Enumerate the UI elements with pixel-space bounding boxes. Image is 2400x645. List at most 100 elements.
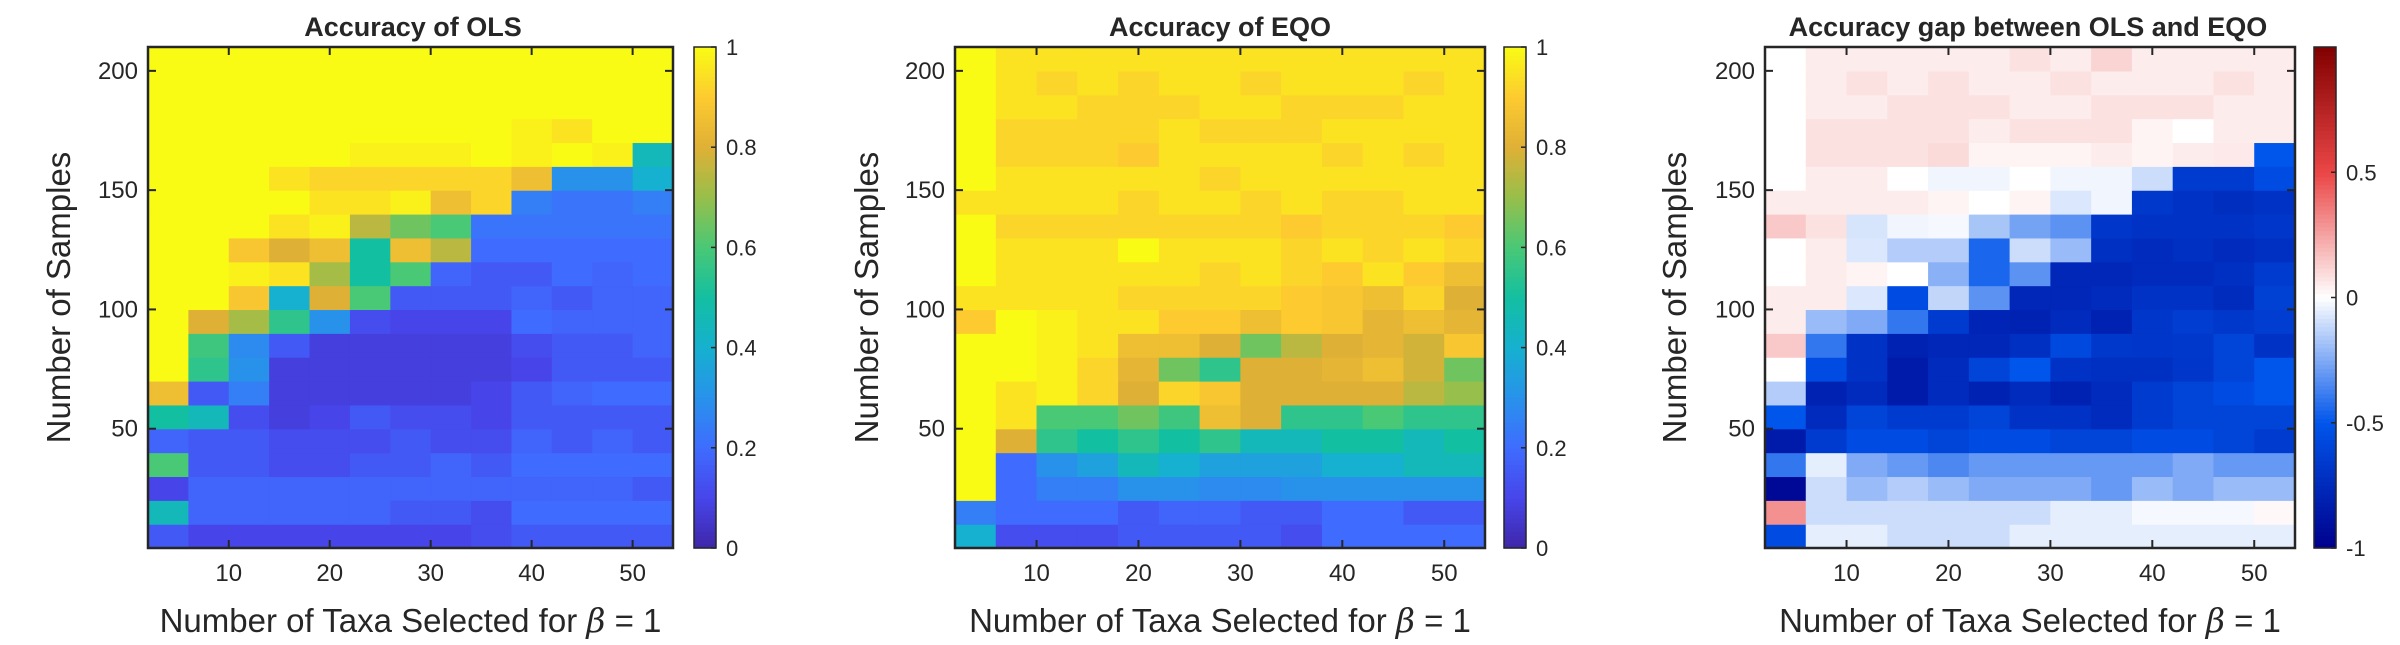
y-tick-label-ols: 50	[111, 416, 138, 443]
heatmap-cell-ols	[511, 70, 553, 96]
colorbar-segment-ols	[694, 284, 716, 290]
heatmap-cell-ols	[309, 404, 351, 430]
heatmap-cell-ols	[188, 214, 230, 239]
heatmap-cell-eqo	[1362, 261, 1405, 287]
heatmap-cell-ols	[228, 166, 270, 191]
colorbar-segment-eqo	[1504, 502, 1526, 507]
colorbar-segment-ols	[694, 397, 716, 403]
heatmap-cell-gap	[2131, 190, 2174, 215]
heatmap-cell-ols	[632, 404, 674, 430]
colorbar-segment-eqo	[1504, 414, 1526, 420]
heatmap-cell-eqo	[1199, 428, 1241, 454]
heatmap-cell-gap	[1765, 381, 1807, 406]
heatmap-cell-ols	[632, 237, 674, 263]
heatmap-cell-gap	[2050, 476, 2092, 501]
heatmap-cell-gap	[2050, 237, 2092, 263]
heatmap-cell-eqo	[1158, 476, 1201, 501]
colorbar-segment-gap	[2314, 172, 2336, 178]
heatmap-cell-eqo	[1362, 166, 1405, 191]
heatmap-cell-gap	[1928, 190, 1970, 215]
heatmap-cell-eqo	[1281, 94, 1323, 120]
heatmap-cell-ols	[592, 428, 634, 454]
colorbar-segment-eqo	[1504, 63, 1526, 69]
colorbar-segment-gap	[2314, 364, 2336, 370]
heatmap-cell-eqo	[1403, 309, 1445, 334]
x-axis-label-gap: Number of Taxa Selected for β = 1	[1779, 601, 2281, 640]
y-ticks-gap: 50 100 150 200	[1715, 58, 2295, 443]
colorbar-segment-ols	[694, 322, 716, 328]
heatmap-cell-ols	[592, 70, 634, 96]
heatmap-cell-gap	[2172, 285, 2215, 311]
colorbar-segment-gap	[2314, 230, 2336, 236]
colorbar-segment-eqo	[1504, 360, 1526, 365]
colorbar-segment-eqo	[1504, 47, 1526, 52]
heatmap-cell-gap	[2009, 142, 2051, 167]
heatmap-cell-eqo	[995, 357, 1038, 382]
heatmap-cell-ols	[228, 404, 270, 430]
heatmap-cell-ols	[309, 166, 351, 191]
heatmap-cell-gap	[1968, 47, 2011, 72]
heatmap-cell-gap	[2050, 404, 2092, 430]
heatmap-cell-gap	[2254, 404, 2296, 430]
heatmap-cell-eqo	[1321, 261, 1364, 287]
colorbar-segment-gap	[2314, 84, 2336, 90]
x-axis-label-suffix-gap: = 1	[2234, 602, 2281, 639]
heatmap-cell-ols	[592, 47, 634, 72]
colorbar-segment-gap	[2314, 497, 2336, 503]
heatmap-cell-gap	[1846, 261, 1888, 287]
x-tick-label-ols: 30	[417, 560, 444, 587]
heatmap-cell-ols	[269, 452, 311, 478]
heatmap-cell-gap	[2213, 452, 2255, 478]
colorbar-segment-ols	[694, 276, 716, 282]
colorbar-segment-eqo	[1504, 138, 1526, 144]
heatmap-cell-ols	[551, 333, 593, 358]
heatmap-cell-ols	[349, 309, 391, 334]
heatmap-cell-ols	[632, 476, 674, 501]
heatmap-cell-eqo	[1158, 309, 1201, 334]
heatmap-cell-ols	[390, 452, 432, 478]
heatmap-cell-eqo	[1199, 333, 1241, 358]
heatmap-cell-eqo	[1036, 404, 1078, 430]
heatmap-cell-eqo	[1036, 261, 1078, 287]
colorbar-segment-gap	[2314, 51, 2336, 56]
heatmap-cell-eqo	[1199, 476, 1241, 501]
heatmap-cell-ols	[632, 47, 674, 72]
heatmap-cell-eqo	[1036, 142, 1078, 167]
heatmap-cell-gap	[2213, 237, 2255, 263]
heatmap-cell-eqo	[1240, 381, 1282, 406]
x-axis-label-text-ols: Number of Taxa Selected for	[160, 602, 578, 639]
heatmap-cell-gap	[2254, 452, 2296, 478]
heatmap-cell-ols	[349, 428, 391, 454]
colorbar-segment-ols	[694, 318, 716, 324]
heatmap-cell-gap	[1968, 428, 2011, 454]
heatmap-cell-gap	[1928, 166, 1970, 191]
heatmap-cell-ols	[632, 309, 674, 334]
heatmap-cell-ols	[430, 524, 472, 549]
colorbar-segment-gap	[2314, 276, 2336, 282]
heatmap-cell-ols	[471, 118, 513, 144]
heatmap-cell-gap	[2091, 333, 2133, 358]
colorbar-segment-eqo	[1504, 117, 1526, 123]
heatmap-cell-ols	[148, 142, 189, 167]
heatmap-cell-gap	[2050, 261, 2092, 287]
colorbar-segment-gap	[2314, 518, 2336, 524]
colorbar-segment-ols	[694, 514, 716, 520]
heatmap-cell-eqo	[1321, 237, 1364, 263]
heatmap-cell-ols	[390, 118, 432, 144]
heatmap-cell-eqo	[1240, 94, 1282, 120]
colorbar-segment-gap	[2314, 310, 2336, 315]
heatmap-cell-eqo	[1036, 285, 1078, 311]
heatmap-cell-gap	[2091, 285, 2133, 311]
heatmap-cell-ols	[511, 142, 553, 167]
colorbar-segment-gap	[2314, 305, 2336, 311]
colorbar-segment-eqo	[1504, 255, 1526, 261]
heatmap-cell-ols	[188, 381, 230, 406]
heatmap-cell-gap	[1805, 70, 1848, 96]
heatmap-cell-eqo	[1240, 261, 1282, 287]
heatmap-cell-gap	[2050, 142, 2092, 167]
colorbar-tick-label-eqo: 0.6	[1536, 235, 1567, 260]
heatmap-cell-eqo	[1199, 261, 1241, 287]
x-tick-label-ols: 50	[619, 560, 646, 587]
heatmap-cell-eqo	[1158, 70, 1201, 96]
heatmap-cell-gap	[2254, 285, 2296, 311]
